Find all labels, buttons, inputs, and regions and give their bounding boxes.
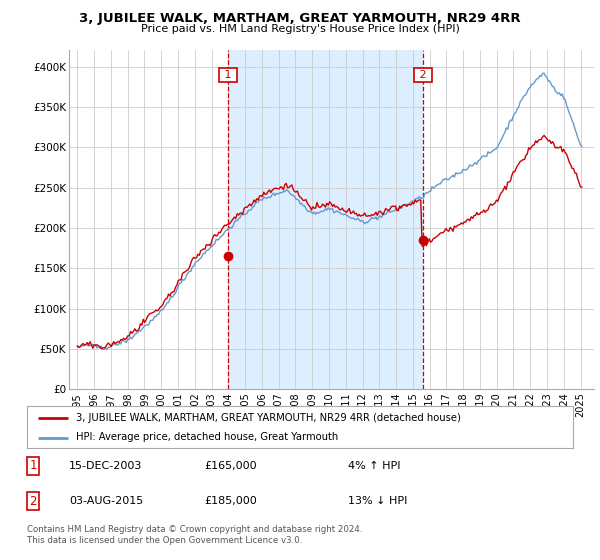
Text: 3, JUBILEE WALK, MARTHAM, GREAT YARMOUTH, NR29 4RR (detached house): 3, JUBILEE WALK, MARTHAM, GREAT YARMOUTH… — [76, 413, 461, 423]
Text: 2: 2 — [29, 494, 37, 508]
Text: HPI: Average price, detached house, Great Yarmouth: HPI: Average price, detached house, Grea… — [76, 432, 338, 442]
Text: 13% ↓ HPI: 13% ↓ HPI — [348, 496, 407, 506]
Text: 4% ↑ HPI: 4% ↑ HPI — [348, 461, 401, 471]
Text: 1: 1 — [221, 69, 235, 80]
Text: Contains HM Land Registry data © Crown copyright and database right 2024.
This d: Contains HM Land Registry data © Crown c… — [27, 525, 362, 545]
Text: 2: 2 — [416, 69, 430, 80]
Text: Price paid vs. HM Land Registry's House Price Index (HPI): Price paid vs. HM Land Registry's House … — [140, 24, 460, 34]
Text: 15-DEC-2003: 15-DEC-2003 — [69, 461, 142, 471]
Text: 03-AUG-2015: 03-AUG-2015 — [69, 496, 143, 506]
Text: £165,000: £165,000 — [204, 461, 257, 471]
Bar — [229, 50, 423, 389]
Text: 1: 1 — [29, 459, 37, 473]
Text: £185,000: £185,000 — [204, 496, 257, 506]
Text: 3, JUBILEE WALK, MARTHAM, GREAT YARMOUTH, NR29 4RR: 3, JUBILEE WALK, MARTHAM, GREAT YARMOUTH… — [79, 12, 521, 25]
